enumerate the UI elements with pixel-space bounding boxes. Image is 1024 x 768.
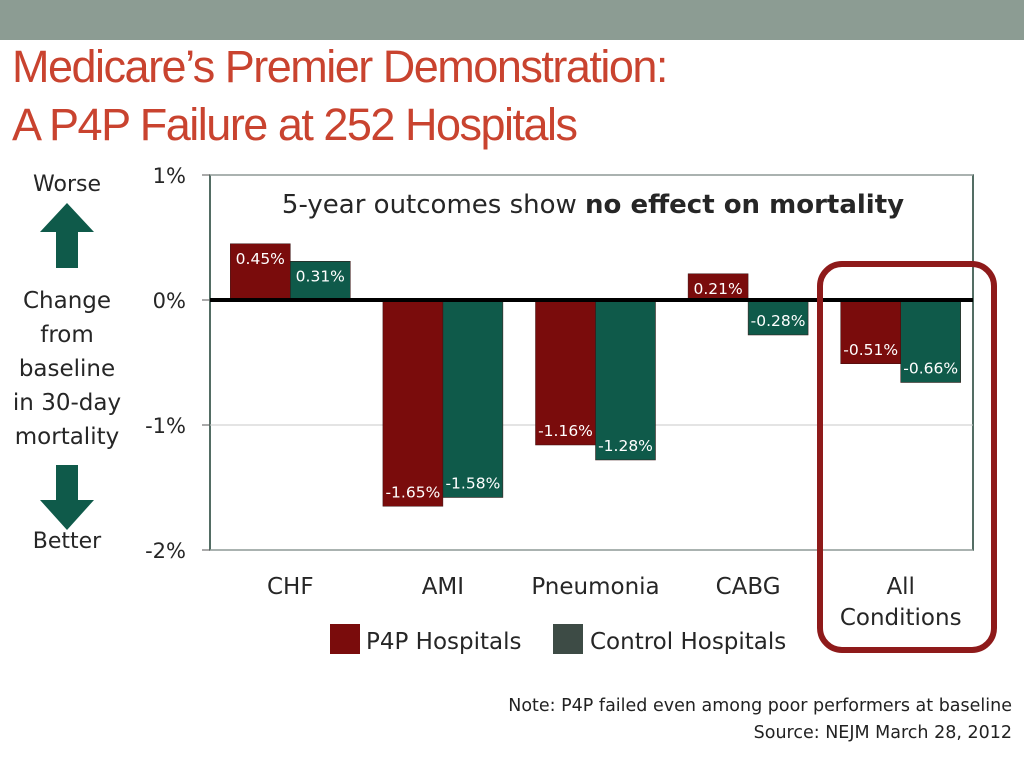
better-label: Better [32,529,102,554]
change-label-line: from [40,322,94,348]
control-bar [747,299,809,336]
x-category-label: AMI [422,574,464,600]
control-bar [442,299,504,498]
control-bar [595,299,656,461]
x-category-label: Conditions [840,605,962,631]
x-category-label: CHF [267,574,314,600]
slide-title: Medicare’s Premier Demonstration: A P4P … [12,38,668,154]
control-bar-label: -0.28% [751,312,806,330]
control-bar-label: -1.28% [598,437,653,455]
y-tick-label: -2% [145,539,186,563]
legend-swatch-p4p [330,624,360,654]
legend-label-control: Control Hospitals [590,629,786,655]
p4p-bar [382,299,444,507]
y-tick-label: -1% [145,414,186,438]
up-arrow-icon [40,203,94,268]
legend-swatch-control [553,624,583,654]
down-arrow-icon [40,465,94,530]
p4p-bar-label: -1.65% [385,483,440,501]
p4p-bar [687,273,749,301]
chart-subtitle-prefix: 5-year outcomes show [282,190,585,220]
p4p-bar-label: 0.45% [236,250,285,268]
p4p-bar [535,299,596,446]
p4p-bar-label: -1.16% [538,422,593,440]
change-from-baseline-label: Change from baseline in 30-day mortality [8,284,126,454]
control-bar [290,261,351,301]
top-accent-bar [0,0,1024,40]
legend-label-p4p: P4P Hospitals [366,629,522,655]
x-category-label: All [886,574,915,600]
source-citation: Source: NEJM March 28, 2012 [753,723,1012,743]
control-bar-label: -0.66% [903,360,958,378]
y-tick-label: 0% [153,289,186,313]
change-label-line: in 30-day [12,390,122,416]
x-category-label: CABG [716,574,781,600]
chart-subtitle-emphasis: no effect on mortality [585,190,904,220]
p4p-bar [840,299,901,364]
y-tick-label: 1% [153,164,186,188]
change-label-line: Change [22,288,112,314]
footnote: Note: P4P failed even among poor perform… [508,696,1012,716]
control-bar [900,299,961,383]
x-category-label: Pneumonia [531,574,659,600]
control-bar-label: -1.58% [445,475,500,493]
chart-subtitle: 5-year outcomes show no effect on mortal… [282,190,904,220]
title-line-1: Medicare’s Premier Demonstration: [12,41,668,92]
change-label-line: baseline [18,356,116,382]
change-label-line: mortality [14,424,120,450]
control-bar-label: 0.31% [296,267,345,285]
title-line-2: A P4P Failure at 252 Hospitals [12,99,578,150]
all-conditions-highlight-box [817,261,997,653]
p4p-bar-label: 0.21% [693,280,742,298]
p4p-bar-label: -0.51% [843,341,898,359]
worse-label: Worse [33,172,101,197]
